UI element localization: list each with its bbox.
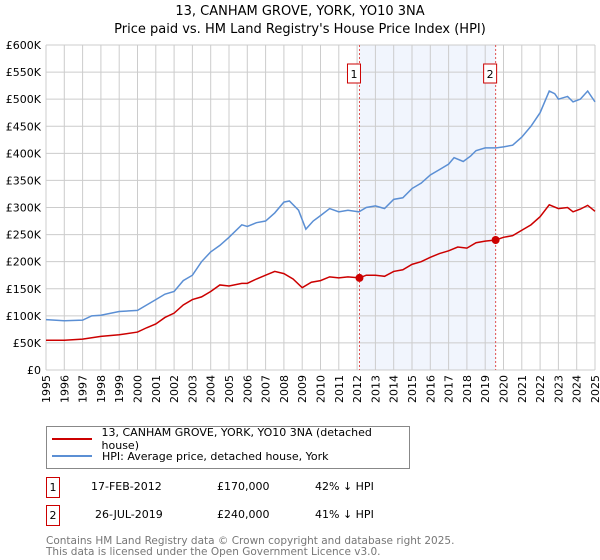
x-tick-label: 2003	[186, 375, 199, 403]
x-tick-label: 2005	[223, 375, 236, 403]
y-tick-label: £400K	[6, 147, 42, 160]
x-tick-label: 2006	[241, 375, 254, 403]
x-tick-label: 2014	[388, 375, 401, 403]
x-tick-label: 2011	[333, 375, 346, 403]
x-tick-label: 2020	[498, 375, 511, 403]
x-tick-label: 2010	[315, 375, 328, 403]
x-tick-label: 2019	[479, 375, 492, 403]
x-tick-label: 2023	[552, 375, 565, 403]
sale-label-box	[483, 63, 498, 84]
x-tick-label: 2017	[443, 375, 456, 403]
y-tick-label: £250K	[6, 229, 42, 242]
chart-subtitle: Price paid vs. HM Land Registry's House …	[114, 22, 486, 37]
footer-attribution: Contains HM Land Registry data © Crown c…	[46, 536, 454, 558]
y-tick-label: £550K	[6, 66, 42, 79]
y-tick-label: £300K	[6, 202, 42, 215]
sale-label: 2	[487, 68, 494, 81]
legend-label: HPI: Average price, detached house, York	[102, 449, 329, 463]
x-tick-label: 2012	[351, 375, 364, 403]
series-line	[45, 89, 596, 322]
x-tick-label: 1999	[113, 375, 126, 403]
legend-swatch-red	[52, 438, 92, 440]
x-tick-label: 2018	[461, 375, 474, 403]
sale-point	[491, 236, 500, 244]
legend-label: 13, CANHAM GROVE, YORK, YO10 3NA (detach…	[101, 426, 372, 452]
sale-point	[355, 273, 364, 282]
y-tick-label: £600K	[6, 39, 42, 52]
sale-date: 17-FEB-2012	[91, 480, 162, 493]
x-tick-label: 2002	[168, 375, 181, 403]
sale-price: £240,000	[217, 508, 270, 521]
series-line	[46, 203, 596, 341]
sale-label-box	[346, 63, 361, 84]
x-tick-label: 2008	[278, 375, 291, 403]
x-tick-label: 1996	[58, 375, 71, 403]
y-tick-label: £0	[27, 364, 41, 377]
plot-area: 1995 1996 1997 1998 1999 2000 2001 2002 2003 2004…	[6, 39, 600, 403]
legend-item-hpi: HPI: Average price, detached house, York	[52, 448, 329, 464]
x-tick-label: 2007	[260, 375, 273, 403]
x-tick-label: 1998	[95, 375, 108, 403]
x-tick-label: 1997	[77, 375, 90, 403]
legend: 13, CANHAM GROVE, YORK, YO10 3NA (detach…	[46, 426, 410, 469]
sale-date: 26-JUL-2019	[95, 508, 163, 521]
sale-hpi-diff: 42% ↓ HPI	[315, 480, 374, 493]
sale-number-badge: 2	[46, 505, 60, 526]
x-tick-label: 2025	[589, 375, 600, 403]
chart-title: 13, CANHAM GROVE, YORK, YO10 3NA	[175, 4, 425, 19]
x-tick-label: 2009	[296, 375, 309, 403]
y-tick-label: £50K	[13, 337, 42, 350]
y-tick-label: £200K	[6, 256, 42, 269]
x-tick-label: 2000	[132, 375, 145, 403]
sale-price: £170,000	[217, 480, 270, 493]
x-tick-label: 2016	[424, 375, 437, 403]
x-tick-label: 2001	[150, 375, 163, 403]
x-tick-label: 1995	[40, 375, 53, 403]
footer-line: This data is licensed under the Open Gov…	[46, 546, 381, 558]
sale-label: 1	[350, 68, 357, 81]
legend-item-property: 13, CANHAM GROVE, YORK, YO10 3NA (detach…	[52, 426, 409, 452]
x-tick-label: 2004	[205, 375, 218, 403]
x-tick-label: 2022	[534, 375, 547, 403]
x-tick-label: 2024	[571, 375, 584, 403]
x-tick-label: 2021	[516, 375, 529, 403]
sale-hpi-diff: 41% ↓ HPI	[315, 508, 374, 521]
x-tick-label: 2015	[406, 375, 419, 403]
y-tick-label: £450K	[6, 120, 42, 133]
sale-number-badge: 1	[46, 477, 60, 498]
legend-swatch-blue	[52, 455, 92, 457]
y-tick-label: £500K	[6, 93, 42, 106]
y-tick-label: £100K	[6, 310, 42, 323]
x-tick-label: 2013	[369, 375, 382, 403]
footer-line: Contains HM Land Registry data © Crown c…	[46, 535, 455, 547]
y-tick-label: £350K	[6, 174, 42, 187]
y-tick-label: £150K	[6, 283, 42, 296]
